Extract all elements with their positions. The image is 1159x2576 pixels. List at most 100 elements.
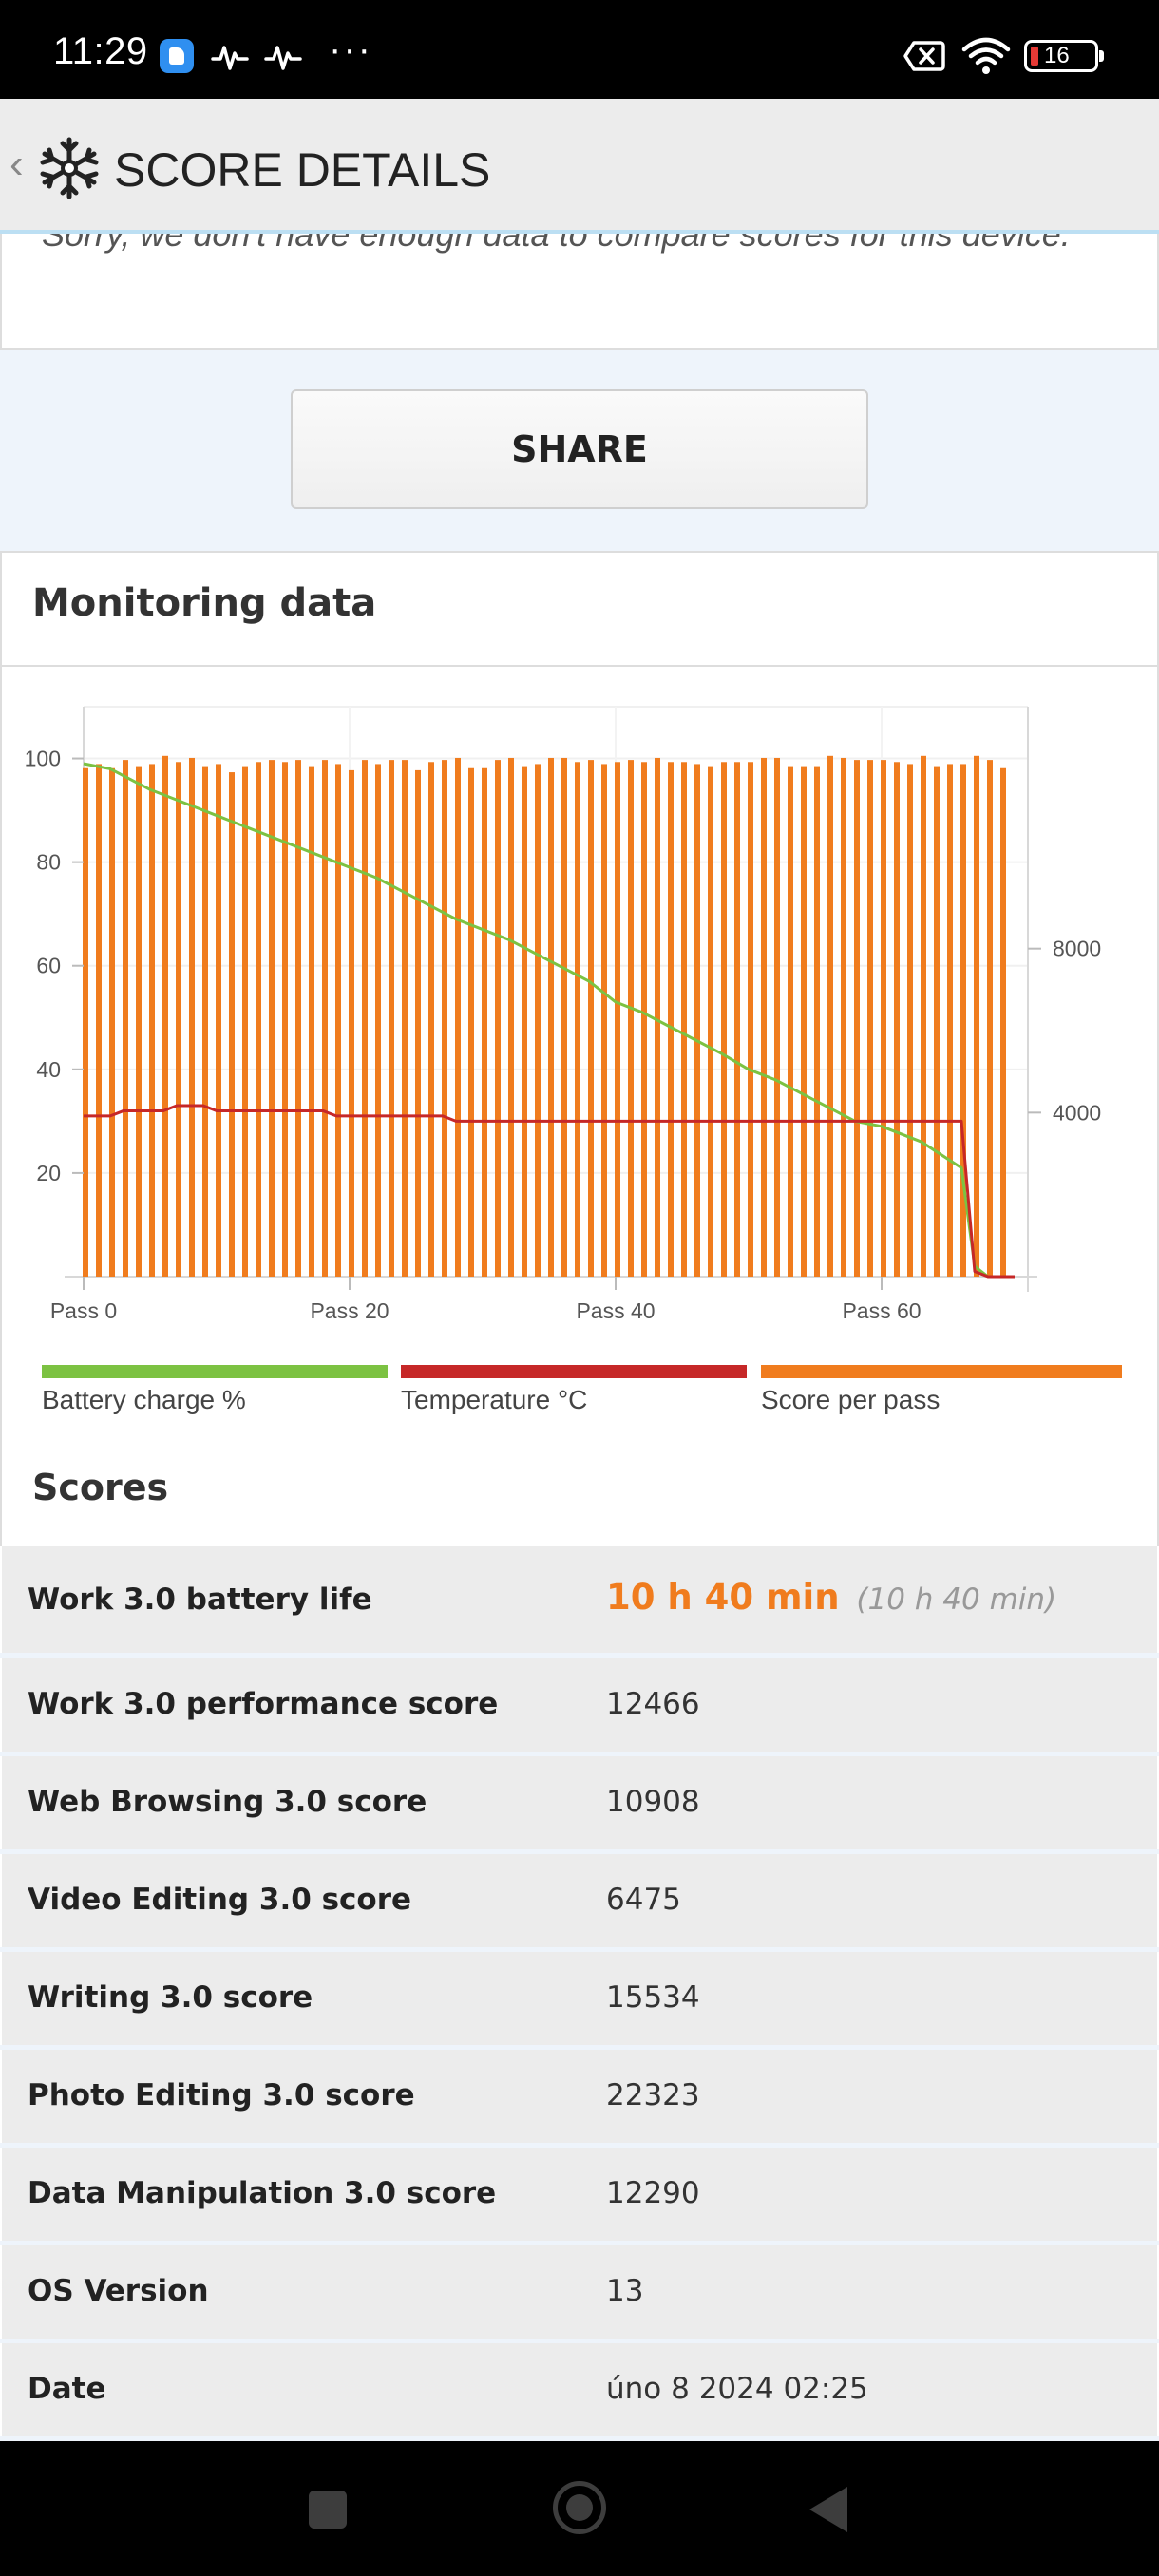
score-bar <box>123 760 128 1277</box>
score-bar <box>548 757 554 1277</box>
score-bar <box>362 760 368 1277</box>
score-bar <box>748 762 753 1277</box>
score-bar <box>349 769 354 1277</box>
x-tick-label: Pass 60 <box>842 1298 921 1323</box>
recents-button[interactable] <box>309 2491 347 2529</box>
battery-line <box>83 762 1015 1279</box>
score-bar <box>455 757 461 1277</box>
y-left-tick-label: 40 <box>36 1057 61 1082</box>
score-bar <box>508 757 514 1277</box>
back-arrow-icon[interactable]: ‹ <box>10 141 24 187</box>
score-bar <box>136 766 142 1277</box>
row-label: Work 3.0 battery life <box>28 1582 372 1617</box>
legend-label-temperature: Temperature °C <box>401 1385 588 1414</box>
score-bar <box>655 757 660 1277</box>
row-label: OS Version <box>28 2274 209 2308</box>
score-bar <box>96 764 102 1277</box>
gear-icon <box>40 137 99 199</box>
wifi-icon <box>961 37 1011 74</box>
score-bar <box>162 755 168 1277</box>
score-bar <box>415 769 421 1277</box>
score-bar <box>468 767 474 1277</box>
score-bar <box>921 755 926 1277</box>
no-sim-icon <box>903 41 945 71</box>
score-bar <box>1000 767 1006 1277</box>
battery-life-secondary: (10 h 40 min) <box>856 1582 1057 1617</box>
score-bar <box>442 760 447 1277</box>
table-row: Data Manipulation 3.0 score 12290 <box>0 2148 1159 2241</box>
table-row: Photo Editing 3.0 score 22323 <box>0 2050 1159 2143</box>
score-bar <box>522 766 527 1277</box>
score-bar <box>295 760 301 1277</box>
monitoring-title: Monitoring data <box>32 581 377 625</box>
score-bar <box>229 772 235 1277</box>
row-label: Web Browsing 3.0 score <box>28 1785 428 1819</box>
row-value: 10 h 40 min (10 h 40 min) <box>606 1577 1056 1618</box>
row-value: 6475 <box>606 1883 681 1917</box>
row-value: 10908 <box>606 1785 700 1819</box>
row-value: 15534 <box>606 1980 700 2015</box>
score-bar <box>402 760 408 1277</box>
row-value: úno 8 2024 02:25 <box>606 2372 868 2406</box>
row-label: Work 3.0 performance score <box>28 1687 499 1721</box>
score-bar <box>761 757 767 1277</box>
table-row: Writing 3.0 score 15534 <box>0 1952 1159 2045</box>
score-bar <box>681 762 687 1277</box>
y-left-tick-label: 80 <box>36 850 61 875</box>
score-bar <box>535 764 541 1277</box>
y-left-tick-label: 20 <box>36 1161 61 1185</box>
row-label: Video Editing 3.0 score <box>28 1883 412 1917</box>
score-bar <box>960 764 966 1277</box>
score-bar <box>668 762 674 1277</box>
row-value: 13 <box>606 2274 644 2308</box>
legend-label-battery: Battery charge % <box>42 1385 246 1414</box>
score-bar <box>774 757 780 1277</box>
score-bar <box>428 762 434 1277</box>
score-bar <box>615 762 620 1277</box>
row-value: 12290 <box>606 2176 700 2210</box>
score-bar <box>814 766 820 1277</box>
app-header: ‹ SCORE DETAILS <box>0 99 1159 234</box>
monitoring-card: Monitoring data 20 40 60 80 100 4000 8000 Pass … <box>0 551 1159 1548</box>
battery-life-value: 10 h 40 min <box>606 1577 840 1618</box>
score-bar <box>801 766 807 1277</box>
score-bar <box>588 760 594 1277</box>
back-button[interactable] <box>809 2487 847 2532</box>
legend-swatch-temperature <box>401 1365 747 1378</box>
x-tick-label: Pass 20 <box>310 1298 389 1323</box>
battery-icon: 16 <box>1024 40 1104 72</box>
score-bar <box>628 760 634 1277</box>
monitoring-chart: 20 40 60 80 100 4000 8000 Pass 0 Pass 20 Pass 40 P… <box>25 706 1101 1323</box>
row-label: Photo Editing 3.0 score <box>28 2078 415 2112</box>
home-button[interactable] <box>553 2481 606 2534</box>
score-bar <box>788 766 793 1277</box>
score-bar <box>708 766 713 1277</box>
table-row: Web Browsing 3.0 score 10908 <box>0 1756 1159 1849</box>
legend-label-score: Score per pass <box>761 1385 940 1414</box>
score-bar <box>375 764 381 1277</box>
app-notification-icon <box>160 39 194 73</box>
score-bar <box>561 757 567 1277</box>
battery-fill <box>1031 47 1038 66</box>
score-bar <box>482 767 487 1277</box>
score-bar <box>947 764 953 1277</box>
score-bar <box>854 760 860 1277</box>
score-bar <box>827 755 833 1277</box>
share-button[interactable]: SHARE <box>291 389 868 509</box>
score-bar <box>216 764 221 1277</box>
score-bar <box>575 762 580 1277</box>
table-row: Work 3.0 performance score 12466 <box>0 1658 1159 1752</box>
score-bar <box>987 760 993 1277</box>
score-bar <box>734 762 740 1277</box>
table-row: Work 3.0 battery life 10 h 40 min (10 h … <box>0 1546 1159 1653</box>
row-label: Date <box>28 2372 106 2406</box>
temperature-line <box>84 1104 1015 1279</box>
y-right-tick-label: 4000 <box>1053 1100 1101 1125</box>
status-time: 11:29 <box>53 30 148 72</box>
row-label: Data Manipulation 3.0 score <box>28 2176 497 2210</box>
table-row: OS Version 13 <box>0 2245 1159 2339</box>
score-bar <box>189 757 195 1277</box>
x-tick-label: Pass 0 <box>50 1298 117 1323</box>
page-title: SCORE DETAILS <box>114 143 491 197</box>
